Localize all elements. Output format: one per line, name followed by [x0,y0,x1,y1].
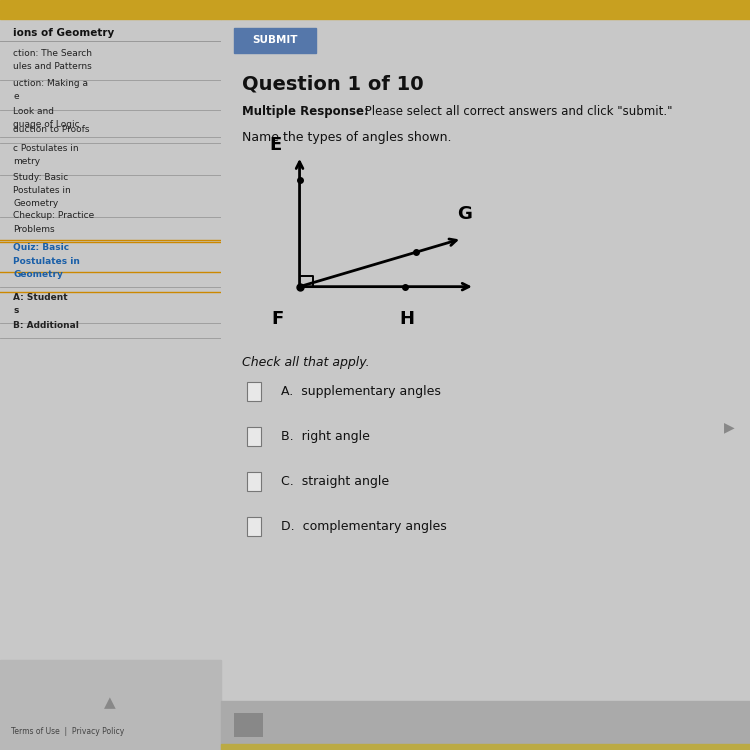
Bar [220,744,750,750]
Bar [247,517,261,536]
Text: Check all that apply.: Check all that apply. [242,356,369,369]
Text: Postulates in: Postulates in [13,186,71,195]
Text: Look and: Look and [13,106,54,116]
Text: Geometry: Geometry [13,200,58,208]
Text: duction to Proofs: duction to Proofs [13,125,90,134]
Text: ions of Geometry: ions of Geometry [13,28,115,38]
Text: s: s [13,306,19,315]
Bar [234,28,316,53]
Bar [247,472,261,491]
Text: G: G [457,205,472,223]
Bar [0,660,220,750]
Text: Name the types of angles shown.: Name the types of angles shown. [242,130,452,143]
Bar [247,382,261,401]
Text: A: Student: A: Student [13,292,67,302]
Text: uction: Making a: uction: Making a [13,79,88,88]
Bar [220,701,750,750]
Text: E: E [269,136,282,154]
Text: Terms of Use  |  Privacy Policy: Terms of Use | Privacy Policy [11,728,125,736]
Bar [0,0,220,19]
Text: guage of Logic: guage of Logic [13,120,80,129]
Text: ▲: ▲ [104,695,116,710]
Text: ction: The Search: ction: The Search [13,49,92,58]
Bar [234,713,262,737]
Bar [220,0,750,19]
Text: Quiz: Basic: Quiz: Basic [13,243,69,252]
Text: Postulates in: Postulates in [13,256,80,265]
Text: e: e [13,92,19,101]
Text: C.  straight angle: C. straight angle [281,475,389,488]
Text: F: F [272,310,284,328]
Text: Problems: Problems [13,225,55,234]
Text: metry: metry [13,158,40,166]
Text: H: H [400,310,415,328]
Text: D.  complementary angles: D. complementary angles [281,520,447,533]
Text: c Postulates in: c Postulates in [13,144,79,153]
Text: Geometry: Geometry [13,270,63,279]
Text: Study: Basic: Study: Basic [13,172,68,182]
Text: B: Additional: B: Additional [13,321,79,330]
Text: Please select all correct answers and click "submit.": Please select all correct answers and cl… [361,105,672,118]
Text: A.  supplementary angles: A. supplementary angles [281,385,441,398]
Text: SUBMIT: SUBMIT [252,35,298,45]
Text: ules and Patterns: ules and Patterns [13,62,92,71]
Bar [247,427,261,446]
Text: Checkup: Practice: Checkup: Practice [13,211,94,220]
Text: ▶: ▶ [724,421,735,434]
Text: Question 1 of 10: Question 1 of 10 [242,75,423,94]
Text: B.  right angle: B. right angle [281,430,370,443]
Text: Multiple Response:: Multiple Response: [242,105,368,118]
